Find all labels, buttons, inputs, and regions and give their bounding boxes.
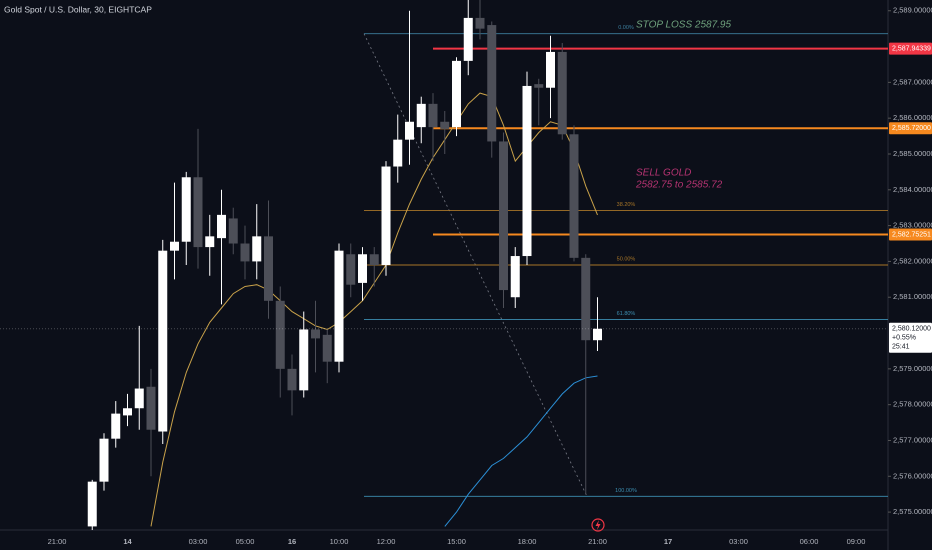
candle-body xyxy=(381,166,391,265)
x-tick-label: 05:00 xyxy=(236,537,255,546)
lightning-icon xyxy=(591,518,605,532)
candle-body xyxy=(440,121,450,129)
candle-body xyxy=(593,328,602,341)
candle-body xyxy=(158,250,168,432)
candle-body xyxy=(510,256,520,298)
candle-body xyxy=(557,51,567,135)
x-tick-label: 17 xyxy=(664,537,672,546)
candle-body xyxy=(240,243,250,262)
y-tick-label: 2,585.00000 xyxy=(893,149,932,158)
candle-body xyxy=(428,103,438,128)
candle-body xyxy=(111,413,121,439)
y-tick-label: 2,581.00000 xyxy=(893,292,932,301)
x-tick-label: 12:00 xyxy=(377,537,396,546)
candle-body xyxy=(146,386,156,430)
candle-body xyxy=(311,329,320,339)
x-tick-label: 03:00 xyxy=(729,537,748,546)
candle-body xyxy=(416,103,426,128)
candle-body xyxy=(181,177,191,242)
x-tick-label: 21:00 xyxy=(48,537,67,546)
candle-body xyxy=(569,134,579,258)
countdown: 25:41 xyxy=(892,344,910,351)
y-tick-label: 2,587.00000 xyxy=(893,77,932,86)
candle-body xyxy=(287,368,297,391)
candle-body xyxy=(205,236,215,248)
y-tick-label: 2,584.00000 xyxy=(893,185,932,194)
candle-body xyxy=(217,214,226,239)
x-tick-label: 03:00 xyxy=(189,537,208,546)
candle-body xyxy=(546,51,555,88)
candle-body xyxy=(228,218,238,244)
candle-body xyxy=(264,236,273,301)
annotation: SELL GOLD xyxy=(636,168,691,179)
candle-body xyxy=(99,438,109,482)
fib-level-label: 100.00% xyxy=(615,488,637,494)
candle-body xyxy=(193,177,203,248)
y-tick-label: 2,578.00000 xyxy=(893,400,932,409)
annotation: STOP LOSS 2587.95 xyxy=(636,19,731,30)
price-badge-label: 2,582.75251 xyxy=(892,231,931,238)
candle-body xyxy=(322,334,332,362)
candle-body xyxy=(405,121,414,140)
candle-body xyxy=(87,481,97,527)
y-tick-label: 2,577.00000 xyxy=(893,435,932,444)
candle-body xyxy=(522,85,532,257)
candle-body xyxy=(581,257,591,341)
x-tick-label: 14 xyxy=(123,537,132,546)
annotation: 2582.75 to 2585.72 xyxy=(635,180,723,191)
y-tick-label: 2,583.00000 xyxy=(893,221,932,230)
current-price-label: 2,580.12000 xyxy=(892,326,931,333)
x-tick-label: 15:00 xyxy=(447,537,466,546)
candle-body xyxy=(534,84,544,88)
candle-body xyxy=(393,139,403,167)
price-badge xyxy=(889,228,932,241)
price-badge-label: 2,587.94339 xyxy=(892,45,931,52)
candle-body xyxy=(334,250,344,362)
x-tick-label: 16 xyxy=(288,537,296,546)
candle-body xyxy=(134,388,144,409)
y-tick-label: 2,579.00000 xyxy=(893,364,932,373)
x-tick-label: 18:00 xyxy=(518,537,537,546)
chart-title: Gold Spot / U.S. Dollar, 30, EIGHTCAP xyxy=(4,4,152,14)
price-badge xyxy=(889,122,932,135)
current-price-badge xyxy=(889,322,932,353)
price-badge-label: 2,585.72000 xyxy=(892,125,931,132)
candle-body xyxy=(170,241,179,251)
x-tick-label: 06:00 xyxy=(800,537,819,546)
indicator-line xyxy=(444,375,598,527)
y-tick-label: 2,582.00000 xyxy=(893,256,932,265)
candle-body xyxy=(487,25,497,142)
y-tick-label: 2,575.00000 xyxy=(893,507,932,516)
x-tick-label: 09:00 xyxy=(847,537,866,546)
y-tick-label: 2,586.00000 xyxy=(893,113,932,122)
candle-body xyxy=(275,300,285,369)
fib-level-label: 0.00% xyxy=(618,25,634,31)
fib-level-label: 61.80% xyxy=(617,311,636,317)
candle-body xyxy=(463,17,473,61)
fib-level-label: 38.20% xyxy=(617,202,636,208)
y-tick-label: 2,589.00000 xyxy=(893,6,932,15)
candle-body xyxy=(499,141,508,291)
y-tick-label: 2,576.00000 xyxy=(893,471,932,480)
candle-body xyxy=(346,254,356,285)
candle-body xyxy=(299,329,309,391)
x-tick-label: 10:00 xyxy=(330,537,349,546)
candle-body xyxy=(252,236,262,262)
price-badge xyxy=(889,42,932,55)
candle-body xyxy=(369,254,379,265)
current-change: +0.55% xyxy=(892,335,916,342)
candle-body xyxy=(123,408,132,416)
candle-body xyxy=(475,17,485,29)
candle-body xyxy=(452,60,461,128)
x-tick-label: 21:00 xyxy=(588,537,607,546)
candle-body xyxy=(358,254,367,283)
fib-level-label: 50.00% xyxy=(617,256,636,262)
